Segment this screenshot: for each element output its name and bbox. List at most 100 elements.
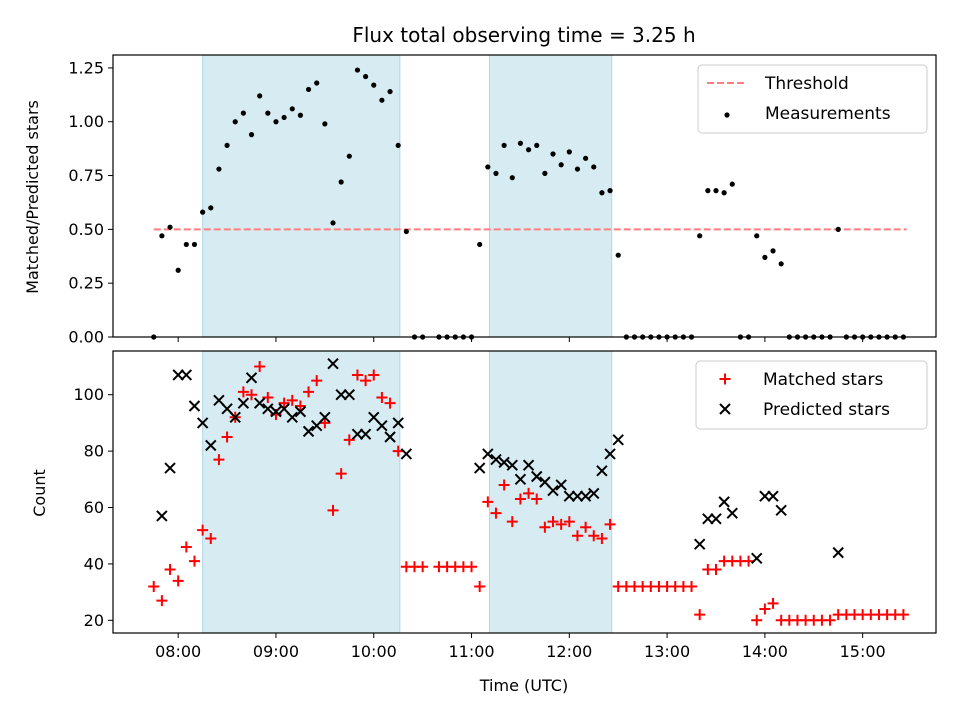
predicted-point (237, 397, 250, 409)
predicted-point (531, 470, 543, 483)
measurement-point (224, 142, 230, 149)
measurement-point (583, 155, 589, 161)
predicted-point (612, 434, 624, 446)
matched-point (547, 516, 559, 528)
measurement-point (721, 190, 727, 196)
matched-point (686, 580, 698, 592)
legend-label: Matched stars (763, 370, 883, 390)
matched-point (539, 521, 551, 533)
predicted-point (172, 369, 184, 381)
matched-point (262, 392, 274, 404)
axes-frame (112, 350, 937, 634)
predicted-point (262, 403, 274, 415)
matched-point (523, 487, 535, 499)
matched-point (490, 507, 502, 519)
measurement-point (591, 164, 597, 170)
x-tick-label: 11:00 (448, 642, 494, 661)
predicted-point (563, 490, 576, 502)
x-tick-label: 10:00 (351, 642, 397, 661)
predicted-point (693, 538, 706, 550)
matched-point (498, 479, 510, 491)
measurement-point (697, 233, 703, 239)
matched-point (694, 609, 706, 621)
matched-point (335, 468, 347, 480)
predicted-point (327, 357, 339, 370)
measurement-point (346, 153, 352, 159)
matched-point (319, 417, 331, 429)
matched-point (278, 397, 290, 409)
predicted-point (759, 490, 771, 502)
measurement-point (387, 88, 393, 95)
measurement-point (493, 170, 499, 176)
predicted-point (702, 513, 714, 525)
matched-point (286, 394, 298, 406)
legend-label: Threshold (764, 74, 849, 94)
predicted-point (245, 372, 258, 384)
measurement-point (501, 142, 507, 149)
matched-point (514, 493, 526, 505)
axes-frame (112, 54, 937, 338)
y-tick-label: 1.25 (68, 58, 104, 77)
measurement-point (542, 170, 548, 176)
y-tick-label: 0.75 (68, 166, 104, 185)
y-tick-label: 0.00 (68, 328, 104, 347)
measurement-point (566, 149, 572, 155)
measurement-point (713, 188, 719, 194)
measurement-point (232, 119, 238, 125)
measurement-point (517, 140, 524, 146)
matched-point (897, 609, 909, 621)
measurement-point (338, 179, 344, 185)
measurement-point (273, 119, 279, 125)
matched-point (148, 580, 160, 592)
matched-point (197, 524, 209, 536)
predicted-point (319, 411, 331, 423)
matched-point (466, 561, 478, 573)
predicted-point (302, 425, 315, 438)
predicted-point (522, 459, 535, 471)
measurement-point (477, 241, 483, 248)
predicted-point (571, 490, 584, 502)
measurement-point (534, 142, 540, 149)
x-tick-label: 15:00 (840, 642, 886, 661)
measurement-point (615, 252, 621, 258)
measurement-point (363, 73, 369, 80)
predicted-point (588, 487, 600, 500)
matched-point (824, 614, 836, 626)
matched-point (180, 541, 192, 553)
legend-box (697, 64, 928, 134)
bottom-xlabel: Time (UTC) (479, 676, 568, 695)
predicted-point (726, 507, 738, 519)
matched-point (360, 375, 372, 387)
legend-measurement-marker (724, 112, 730, 118)
predicted-point (718, 496, 730, 508)
predicted-point (775, 504, 787, 517)
x-tick-label: 08:00 (155, 642, 201, 661)
measurement-point (281, 114, 287, 121)
y-tick-label: 1.00 (68, 112, 104, 131)
x-tick-label: 09:00 (253, 642, 299, 661)
matched-point (294, 400, 306, 412)
measurement-point (314, 80, 320, 86)
predicted-point (400, 448, 413, 460)
measurement-point (379, 97, 385, 103)
legend-label: Measurements (765, 104, 891, 124)
y-tick-label: 20 (84, 611, 104, 630)
predicted-point (270, 405, 282, 418)
predicted-point (376, 420, 388, 432)
predicted-point (498, 456, 510, 469)
predicted-point (164, 462, 176, 474)
matched-point (596, 533, 608, 545)
matched-point (751, 614, 763, 626)
matched-point (474, 580, 486, 592)
measurement-point (159, 233, 165, 239)
matched-point (710, 564, 722, 576)
measurement-point (705, 188, 711, 194)
predicted-point (832, 546, 844, 559)
count-panel: 20 40 60 80 100 08:00 09:00 10:00 11:00 12:00 13:0… (73, 350, 937, 661)
measurement-point (354, 67, 361, 73)
predicted-point (384, 431, 396, 443)
matched-point (237, 386, 249, 398)
matched-point (743, 555, 755, 567)
series-plus-group (148, 361, 909, 626)
measurement-point (729, 181, 735, 187)
